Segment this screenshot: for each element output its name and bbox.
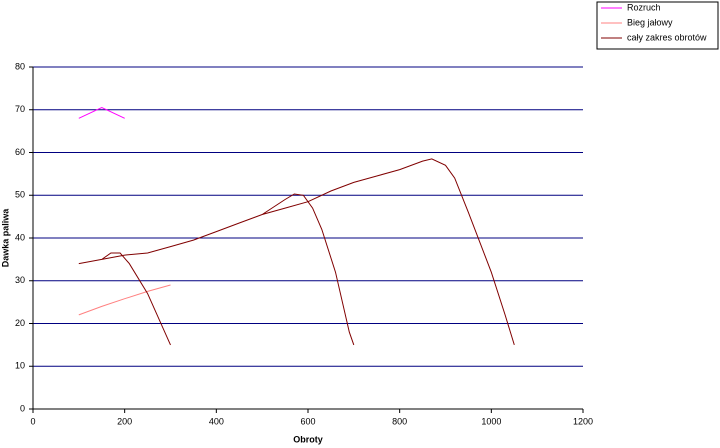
x-axis-title: Obroty xyxy=(293,434,323,444)
series-line xyxy=(78,284,171,316)
x-tick-label: 400 xyxy=(209,416,224,426)
x-tick-label: 1000 xyxy=(481,416,501,426)
x-tick-label: 800 xyxy=(392,416,407,426)
series-line xyxy=(78,107,125,119)
legend-label: Rozruch xyxy=(627,2,661,12)
legend-box xyxy=(596,1,719,50)
y-tick-label: 20 xyxy=(15,318,25,328)
legend-label: cały zakres obrotów xyxy=(627,32,707,42)
y-tick-label: 50 xyxy=(15,190,25,200)
x-tick-label: 1200 xyxy=(573,416,593,426)
y-tick-label: 10 xyxy=(15,361,25,371)
y-axis-title: Dawka paliwa xyxy=(0,208,10,268)
legend-label: Bieg jałowy xyxy=(627,17,673,27)
series-line xyxy=(78,158,515,346)
y-tick-label: 60 xyxy=(15,147,25,157)
x-tick-label: 0 xyxy=(30,416,35,426)
y-tick-label: 70 xyxy=(15,104,25,114)
x-tick-label: 200 xyxy=(117,416,132,426)
y-tick-label: 30 xyxy=(15,275,25,285)
y-tick-label: 0 xyxy=(20,403,25,413)
y-tick-label: 80 xyxy=(15,61,25,71)
x-tick-label: 600 xyxy=(300,416,315,426)
y-tick-label: 40 xyxy=(15,232,25,242)
